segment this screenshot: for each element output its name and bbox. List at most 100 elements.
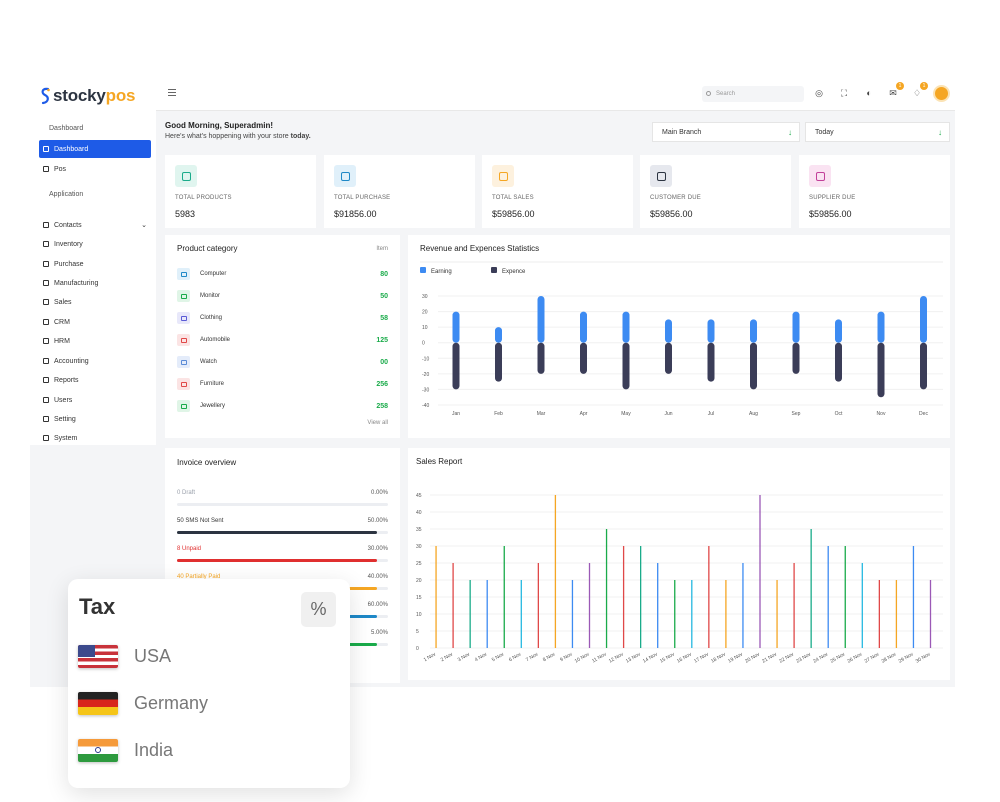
sales-bar bbox=[605, 529, 608, 648]
list-item[interactable]: Furniture 256 bbox=[177, 377, 388, 391]
sidebar-item-label: HRM bbox=[54, 337, 70, 345]
legend-label: Expence bbox=[502, 269, 526, 275]
stat-card-customer-due[interactable]: CUSTOMER DUE $59856.00 bbox=[640, 155, 791, 228]
x-tick-label: 8 Nov bbox=[542, 651, 557, 663]
x-tick-label: Apr bbox=[580, 411, 588, 417]
bar-earning bbox=[750, 319, 757, 343]
sales-bar bbox=[776, 580, 778, 648]
bar-expence bbox=[452, 342, 460, 390]
mail-icon[interactable]: ✉ 1 bbox=[887, 82, 904, 99]
topbar: Search ◎ ⛶ ◐ ✉ 1 ♢ 1 bbox=[156, 75, 955, 111]
progress-fill bbox=[177, 531, 378, 534]
sales-bar bbox=[759, 495, 761, 648]
tax-row-india[interactable]: India bbox=[78, 737, 173, 763]
search-icon bbox=[706, 91, 711, 96]
list-item[interactable]: Automobile 125 bbox=[177, 333, 388, 347]
sales-bar bbox=[895, 580, 898, 648]
gear-icon bbox=[43, 416, 49, 422]
section-application: Application bbox=[49, 191, 84, 198]
percent-icon[interactable]: % bbox=[301, 592, 336, 627]
search-input[interactable]: Search bbox=[702, 86, 804, 102]
x-tick-label: 13 Nov bbox=[625, 651, 642, 664]
sales-bar bbox=[861, 563, 863, 648]
menu-toggle-icon[interactable] bbox=[168, 89, 176, 96]
fullscreen-icon[interactable]: ⛶ bbox=[840, 88, 848, 98]
bar-expence bbox=[495, 342, 502, 382]
stat-card-total-sales[interactable]: TOTAL SALES $59856.00 bbox=[482, 155, 633, 228]
greeting-subtitle: Here's what's hoppening with your store … bbox=[165, 133, 311, 140]
notification-icon[interactable]: ♢ 1 bbox=[911, 82, 928, 99]
inventory-icon bbox=[43, 241, 49, 247]
bar-expence bbox=[792, 342, 800, 374]
sales-bar bbox=[640, 546, 642, 648]
x-tick-label: 1 Nov bbox=[423, 651, 438, 663]
avatar[interactable] bbox=[933, 85, 950, 102]
list-item[interactable]: Watch 00 bbox=[177, 355, 388, 369]
invoice-label: 0 Draft bbox=[177, 490, 196, 496]
arrow-down-icon: ↓ bbox=[788, 128, 792, 137]
sidebar-item-purchase[interactable]: Purchase bbox=[39, 255, 151, 273]
sidebar-item-label: Purchase bbox=[54, 260, 84, 268]
stat-card-total-products[interactable]: TOTAL PRODUCTS 5983 bbox=[165, 155, 316, 228]
sidebar-item-accounting[interactable]: Accounting bbox=[39, 352, 151, 370]
theme-icon[interactable]: ◐ bbox=[866, 88, 872, 98]
germany-flag-icon bbox=[78, 691, 118, 715]
branch-value: Main Branch bbox=[662, 129, 702, 136]
bar-earning bbox=[622, 311, 630, 343]
list-item[interactable]: Jewellery 258 bbox=[177, 399, 388, 413]
bar-earning bbox=[792, 311, 800, 343]
x-tick-label: Dec bbox=[919, 411, 928, 417]
sidebar-item-crm[interactable]: CRM bbox=[39, 313, 151, 331]
list-item[interactable]: Monitor 50 bbox=[177, 289, 388, 303]
sales-bar bbox=[435, 546, 437, 648]
progress-track bbox=[177, 559, 388, 562]
invoice-label: 8 Unpaid bbox=[177, 546, 202, 552]
list-item[interactable]: Computer 80 bbox=[177, 267, 388, 281]
sidebar-item-reports[interactable]: Reports bbox=[39, 371, 151, 389]
period-select[interactable]: Today ↓ bbox=[805, 122, 950, 142]
branch-select[interactable]: Main Branch ↓ bbox=[652, 122, 800, 142]
sidebar-item-manufacturing[interactable]: Manufacturing bbox=[39, 274, 151, 292]
hrm-icon bbox=[43, 338, 49, 344]
y-tick-label: 45 bbox=[416, 493, 422, 499]
bar-earning bbox=[580, 311, 587, 343]
stat-card-total-purchase[interactable]: TOTAL PURCHASE $91856.00 bbox=[324, 155, 475, 228]
invoice-label: 40 Partially Paid bbox=[177, 574, 221, 580]
sidebar-item-label: Manufacturing bbox=[54, 279, 99, 287]
sales-bar bbox=[520, 580, 522, 648]
bar-expence bbox=[537, 342, 545, 374]
y-tick-label: 35 bbox=[416, 527, 422, 533]
globe-icon[interactable]: ◎ bbox=[815, 88, 823, 98]
sales-bar bbox=[827, 546, 829, 648]
invoice-pct: 60.00% bbox=[367, 602, 388, 608]
sidebar-item-dashboard[interactable]: Dashboard bbox=[39, 140, 151, 158]
tax-row-germany[interactable]: Germany bbox=[78, 690, 208, 716]
sidebar-item-label: Dashboard bbox=[54, 145, 89, 153]
arrow-down-icon: ↓ bbox=[938, 128, 942, 137]
tax-title: Tax bbox=[79, 594, 116, 619]
sales-bar bbox=[657, 563, 659, 648]
view-all-link[interactable]: View all bbox=[367, 420, 388, 426]
sidebar-item-system[interactable]: System bbox=[39, 429, 151, 447]
stat-card-supplier-due[interactable]: SUPPLIER DUE $59856.00 bbox=[799, 155, 950, 228]
brand-logo[interactable]: stocky pos bbox=[40, 83, 135, 109]
sidebar-item-contacts[interactable]: Contacts ⌄ bbox=[39, 216, 151, 234]
sales-bar bbox=[537, 563, 539, 648]
sidebar-item-users[interactable]: Users bbox=[39, 391, 151, 409]
watch-icon bbox=[177, 356, 190, 368]
x-tick-label: Nov bbox=[877, 411, 886, 417]
sidebar-item-label: Reports bbox=[54, 376, 79, 384]
sidebar-item-inventory[interactable]: Inventory bbox=[39, 235, 151, 253]
sidebar-item-setting[interactable]: Setting bbox=[39, 410, 151, 428]
stat-label: TOTAL SALES bbox=[492, 195, 534, 201]
sidebar-item-hrm[interactable]: HRM bbox=[39, 332, 151, 350]
y-tick-label: 10 bbox=[422, 325, 428, 331]
tax-row-usa[interactable]: USA bbox=[78, 643, 171, 669]
greeting-subtitle-bold: today. bbox=[290, 133, 311, 140]
sidebar-item-pos[interactable]: Pos bbox=[39, 160, 151, 178]
stat-value: $59856.00 bbox=[650, 209, 693, 219]
x-tick-label: 21 Nov bbox=[761, 651, 778, 664]
diamond-icon bbox=[177, 400, 190, 412]
list-item[interactable]: Clothing 58 bbox=[177, 311, 388, 325]
sidebar-item-sales[interactable]: Sales bbox=[39, 293, 151, 311]
